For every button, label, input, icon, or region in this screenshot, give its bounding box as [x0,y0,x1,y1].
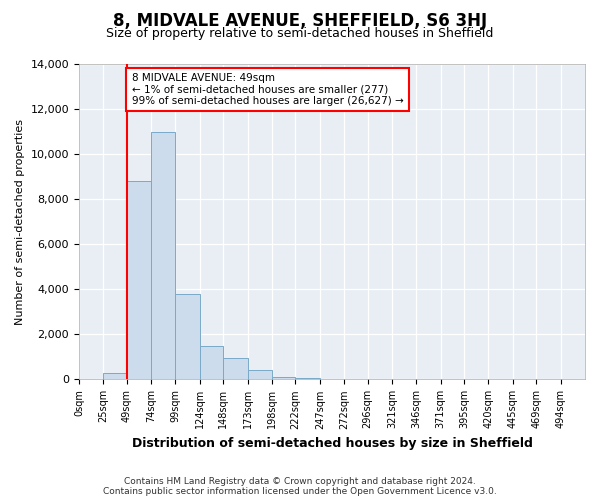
Bar [272,377,295,380]
Bar [175,294,200,380]
Bar [223,358,248,380]
Y-axis label: Number of semi-detached properties: Number of semi-detached properties [15,118,25,324]
Text: Size of property relative to semi-detached houses in Sheffield: Size of property relative to semi-detach… [106,28,494,40]
X-axis label: Distribution of semi-detached houses by size in Sheffield: Distribution of semi-detached houses by … [131,437,532,450]
Bar [248,370,272,380]
Text: 8 MIDVALE AVENUE: 49sqm
← 1% of semi-detached houses are smaller (277)
99% of se: 8 MIDVALE AVENUE: 49sqm ← 1% of semi-det… [131,73,403,106]
Text: Contains HM Land Registry data © Crown copyright and database right 2024.
Contai: Contains HM Land Registry data © Crown c… [103,476,497,496]
Bar [151,132,175,380]
Bar [127,181,151,380]
Text: 8, MIDVALE AVENUE, SHEFFIELD, S6 3HJ: 8, MIDVALE AVENUE, SHEFFIELD, S6 3HJ [113,12,487,30]
Bar [103,372,127,380]
Bar [200,346,223,380]
Bar [295,378,320,380]
